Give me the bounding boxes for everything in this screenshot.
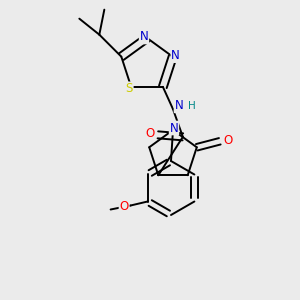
Text: H: H <box>188 101 196 111</box>
Text: O: O <box>223 134 232 147</box>
Text: N: N <box>175 99 183 112</box>
Text: S: S <box>125 82 133 95</box>
Text: N: N <box>140 31 148 44</box>
Text: N: N <box>169 122 178 134</box>
Text: N: N <box>171 49 180 62</box>
Text: O: O <box>145 127 154 140</box>
Text: O: O <box>119 200 129 213</box>
